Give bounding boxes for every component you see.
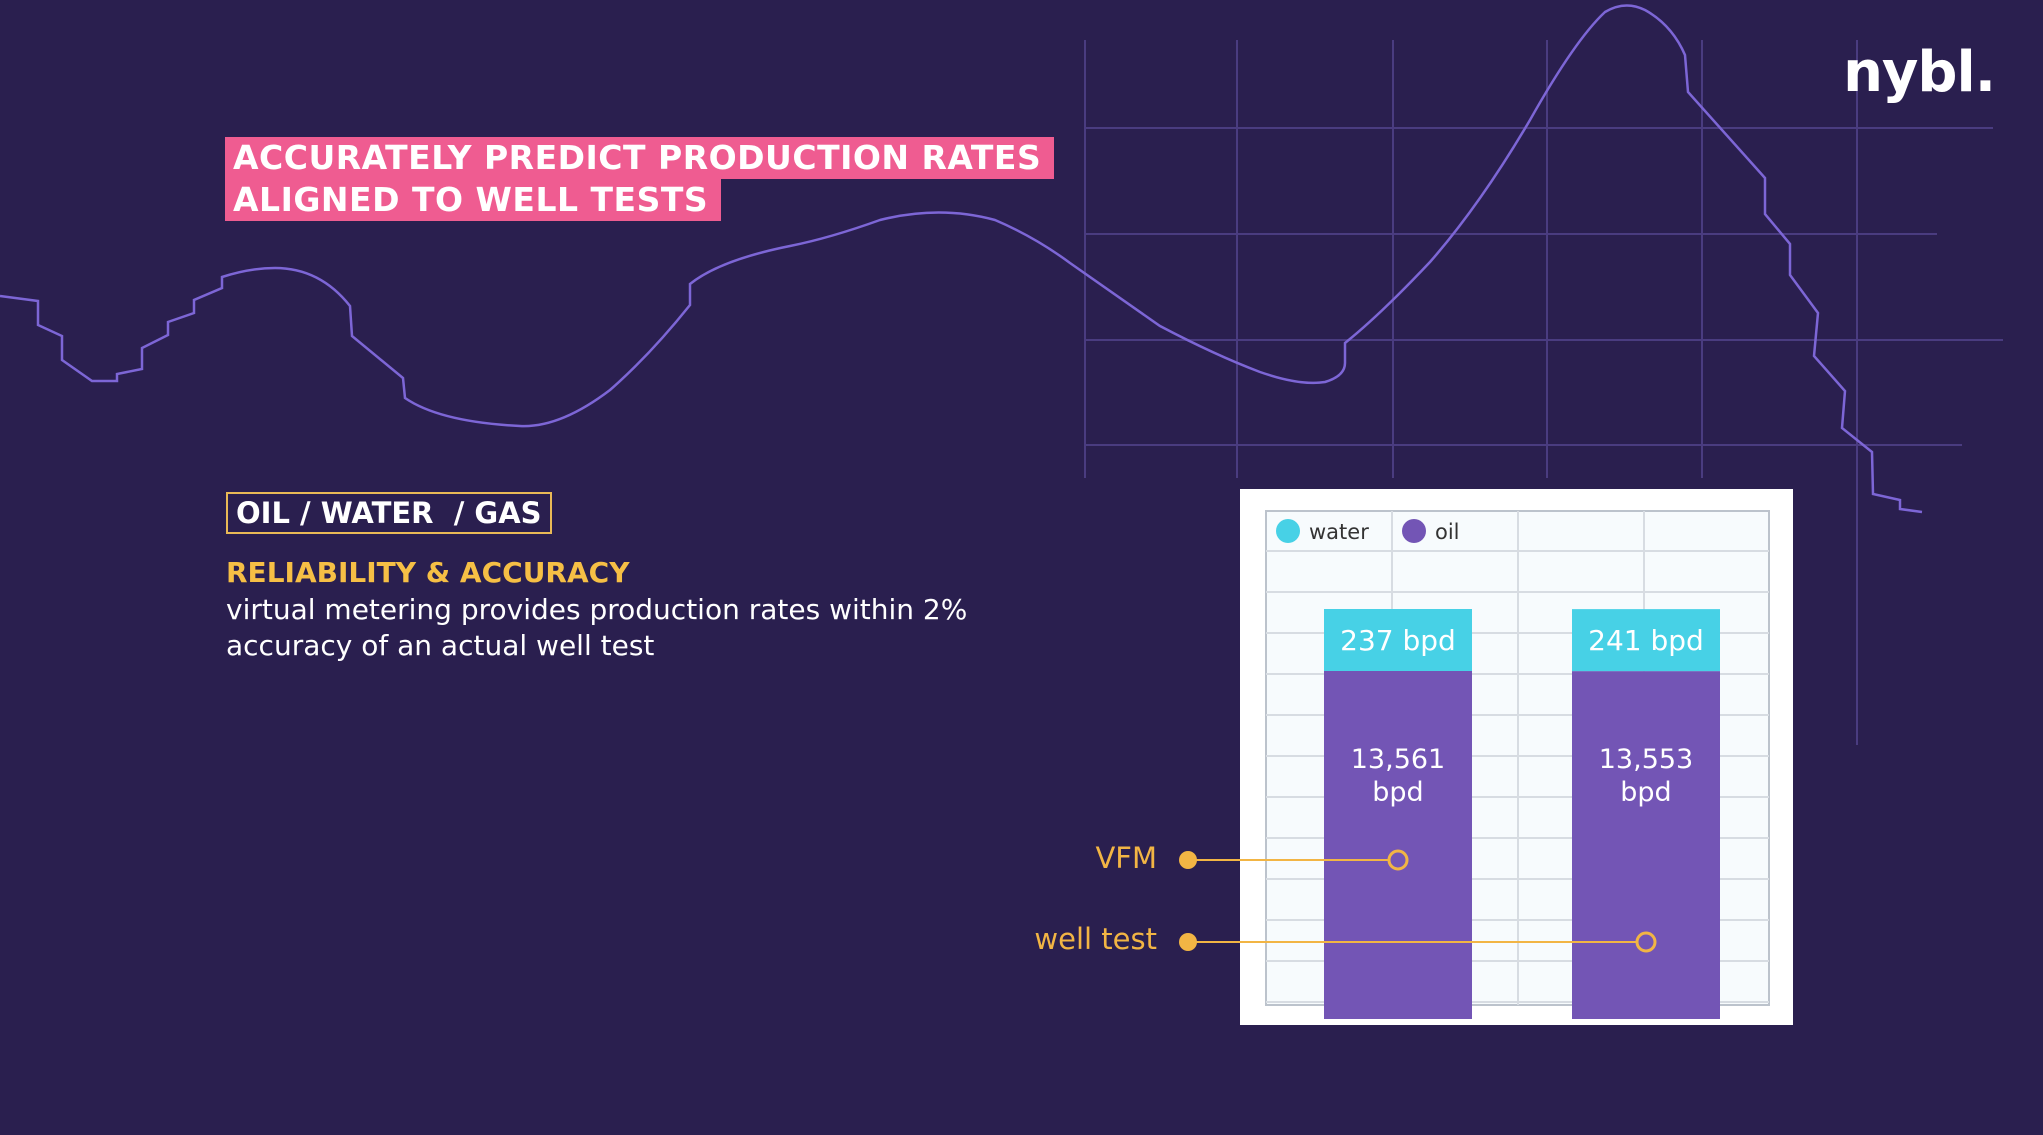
oil-bar-2	[1572, 671, 1720, 1019]
vfm-label: VFM	[1095, 841, 1157, 875]
water-value-label-1: 237 bpd	[1340, 624, 1456, 657]
reliability-body: virtual metering provides production rat…	[226, 593, 968, 662]
oil-unit-label-2: bpd	[1620, 777, 1671, 808]
decorative-trend-line	[0, 4, 1923, 514]
legend-label-oil: oil	[1435, 520, 1460, 544]
oil-bar-1	[1324, 671, 1472, 1019]
legend-label-water: water	[1309, 520, 1369, 544]
water-bar-2	[1572, 609, 1720, 672]
headline-line-1: ACCURATELY PREDICT PRODUCTION RATES	[225, 137, 1055, 179]
well-test-label: well test	[1034, 922, 1157, 956]
nybl-logo: nybl.	[1843, 40, 1996, 105]
headline-line-2: ALIGNED TO WELL TESTS	[225, 179, 722, 221]
legend-swatch-water	[1276, 519, 1300, 543]
reliability-title: RELIABILITY & ACCURACY	[226, 556, 630, 589]
headline: ACCURATELY PREDICT PRODUCTION RATES ALIG…	[225, 137, 1055, 221]
background-grid	[1084, 40, 2003, 745]
water-value-label-2: 241 bpd	[1588, 624, 1704, 657]
legend-swatch-oil	[1402, 519, 1426, 543]
water-bar-1	[1324, 609, 1472, 671]
oil-value-label-2: 13,553	[1599, 744, 1693, 775]
oil-water-gas-tag: OIL / WATER / GAS	[226, 492, 552, 534]
oil-value-label-1: 13,561	[1351, 744, 1445, 775]
chart-card: water oil 237 bpd 13,561 bpd 241 bpd 13,553 bpd	[1240, 489, 1793, 1025]
oil-unit-label-1: bpd	[1372, 777, 1423, 808]
